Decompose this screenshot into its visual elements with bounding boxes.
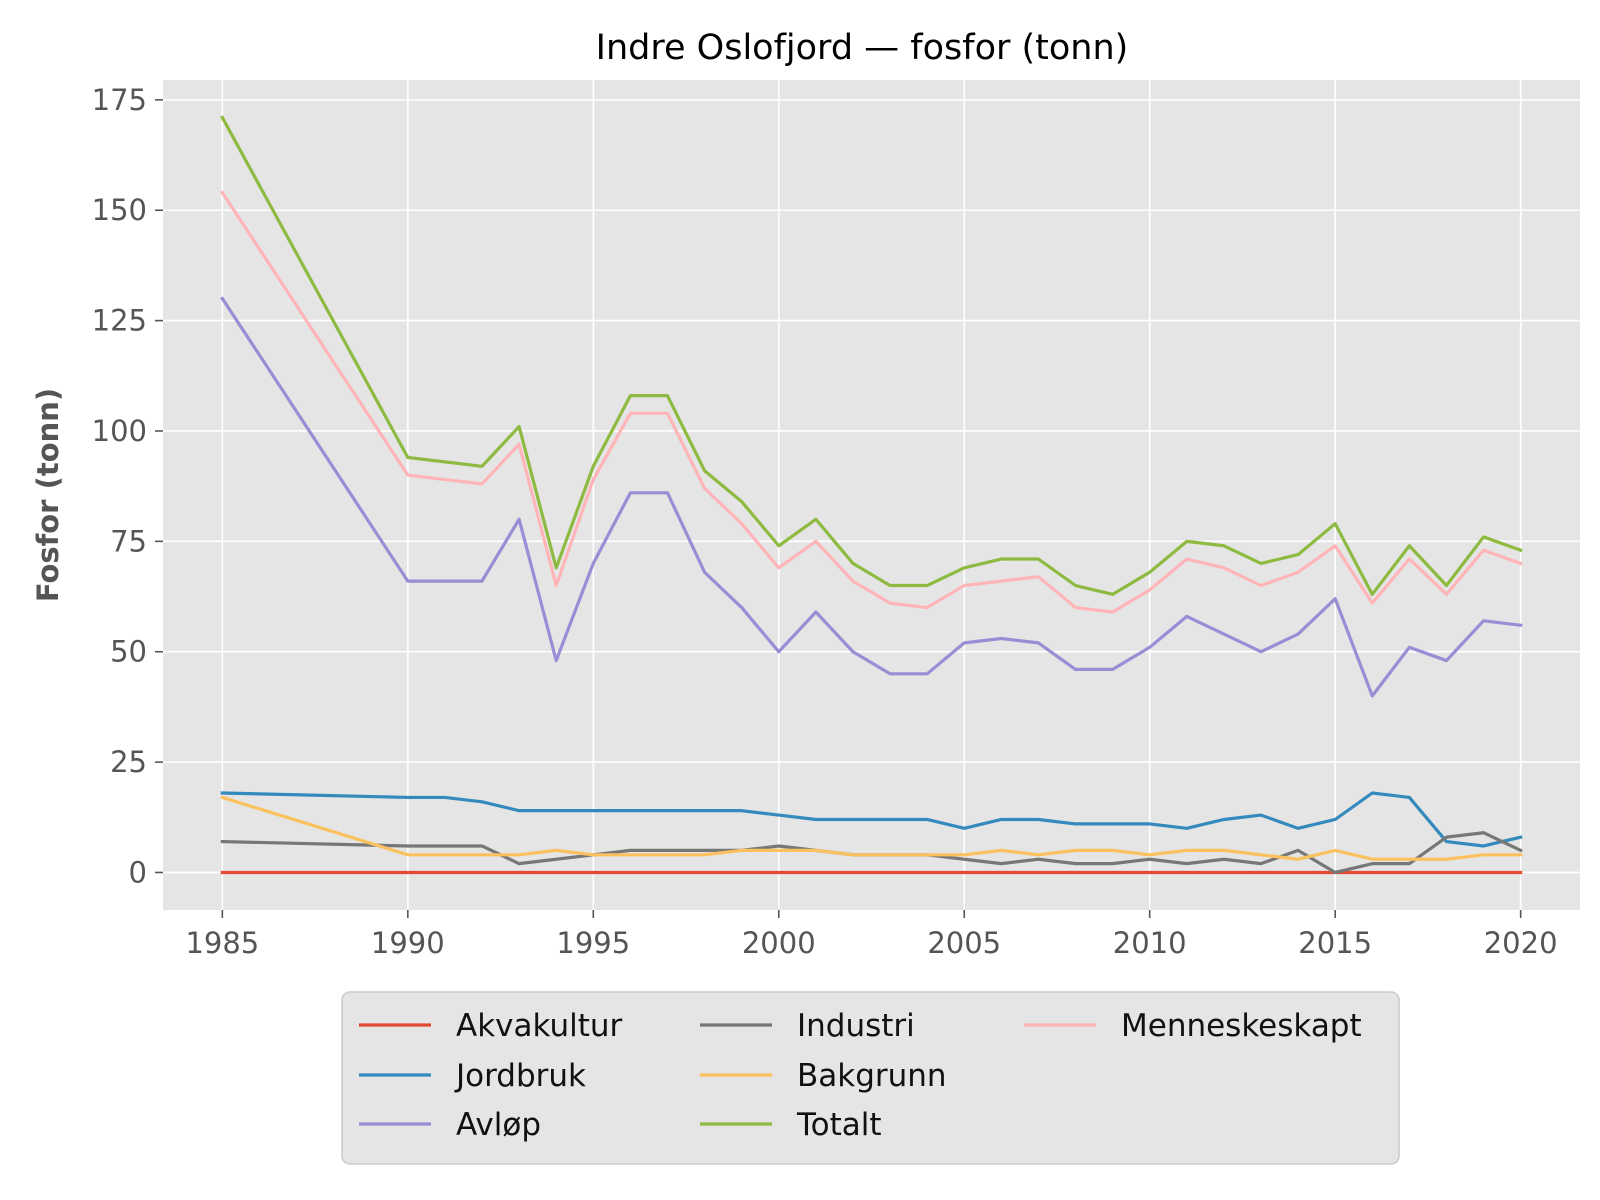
x-tick-label: 1995 (556, 926, 630, 960)
series-line-industri (220, 831, 1523, 875)
y-tick-label: 50 (110, 635, 147, 669)
legend-label-industri: Industri (797, 1008, 915, 1044)
x-tick-label: 2005 (927, 926, 1001, 960)
legend-label-bakgrunn: Bakgrunn (797, 1058, 947, 1094)
y-tick-label: 75 (110, 524, 147, 558)
series-line-totalt (220, 115, 1523, 596)
y-axis-label: Fosfor (tonn) (31, 388, 65, 602)
x-tick-label: 2010 (1113, 926, 1187, 960)
series-line-avlop (220, 296, 1523, 698)
legend: Akvakultur Jordbruk Avløp Industri Bakgrunn T… (341, 991, 1400, 1165)
x-tick-label: 2020 (1484, 926, 1558, 960)
y-tick-label: 125 (92, 304, 147, 338)
x-tick-label: 2015 (1298, 926, 1372, 960)
y-tick-label: 100 (92, 414, 147, 448)
series-lines (220, 115, 1523, 875)
x-tick-label: 2000 (742, 926, 816, 960)
y-tick-label: 150 (92, 193, 147, 227)
x-tick-label: 1985 (185, 926, 259, 960)
chart-title: Indre Oslofjord — fosfor (tonn) (596, 28, 1129, 68)
plot-area (163, 80, 1580, 910)
axis-ticks: 1985 1990 1995 2000 2005 2010 2015 2020 0 25 50 75 1… (92, 83, 1558, 960)
legend-label-akvakultur: Akvakultur (456, 1008, 623, 1044)
series-line-menneskeskapt (220, 190, 1523, 614)
grid-lines (163, 80, 1580, 910)
legend-label-totalt: Totalt (796, 1107, 882, 1143)
legend-label-jordbruk: Jordbruk (454, 1058, 586, 1094)
series-line-bakgrunn (220, 795, 1523, 861)
legend-box (341, 991, 1400, 1165)
y-tick-label: 25 (110, 745, 147, 779)
series-line-jordbruk (220, 791, 1523, 848)
legend-label-menneskeskapt: Menneskeskapt (1121, 1008, 1362, 1044)
x-tick-label: 1990 (371, 926, 445, 960)
y-tick-label: 0 (129, 855, 147, 889)
y-tick-label: 175 (92, 83, 147, 117)
legend-label-avlop: Avløp (456, 1107, 541, 1143)
